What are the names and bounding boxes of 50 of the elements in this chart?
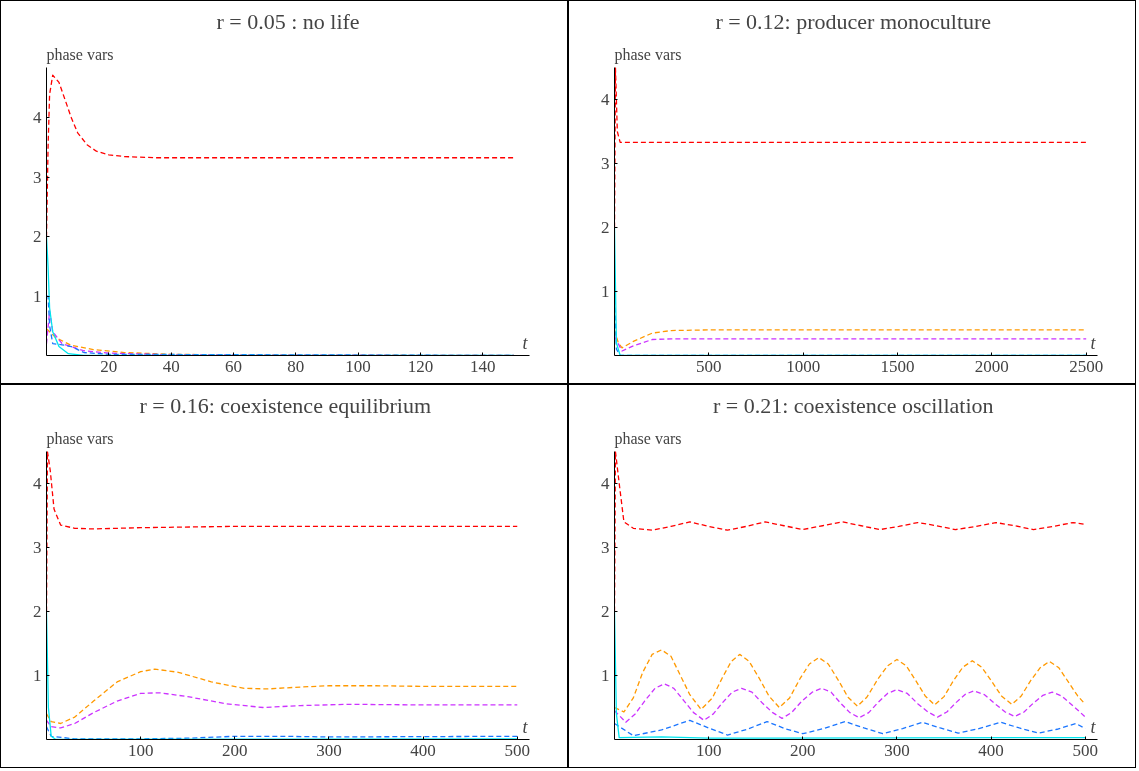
x-tick-label: 140	[470, 356, 496, 376]
x-tick-label: 1000	[786, 356, 821, 376]
x-axis-title: t	[522, 716, 529, 737]
y-tick-label: 2	[601, 218, 610, 237]
chart-title: r = 0.05 : no life	[216, 8, 360, 34]
y-axis-title: phase vars	[614, 45, 682, 64]
y-axis-title: phase vars	[46, 45, 114, 64]
x-tick-label: 100	[345, 356, 371, 376]
x-axis-title: t	[522, 332, 529, 353]
y-tick-label: 2	[33, 602, 42, 621]
y-tick-label: 1	[33, 286, 42, 306]
y-tick-label: 1	[33, 666, 42, 685]
x-axis-title: t	[1090, 332, 1097, 353]
x-tick-label: 2500	[1069, 356, 1104, 376]
x-tick-label: 40	[162, 356, 180, 376]
x-tick-label: 20	[100, 356, 118, 376]
x-tick-label: 120	[407, 356, 434, 376]
x-axis-title: t	[1090, 716, 1097, 737]
y-tick-label: 3	[601, 154, 610, 173]
x-tick-label: 200	[790, 740, 816, 760]
y-tick-label: 1	[601, 666, 610, 685]
chart-title: r = 0.21: coexistence oscillation	[712, 392, 994, 418]
y-tick-label: 3	[601, 538, 610, 557]
x-tick-label: 300	[316, 740, 342, 760]
x-tick-label: 2000	[974, 356, 1009, 376]
y-axis-title: phase vars	[46, 429, 114, 448]
x-tick-label: 1500	[880, 356, 915, 376]
x-tick-label: 400	[410, 740, 436, 760]
x-tick-label: 300	[884, 740, 910, 760]
chart-title: r = 0.12: producer monoculture	[715, 8, 992, 34]
x-tick-label: 200	[222, 740, 248, 760]
x-tick-label: 500	[504, 740, 531, 760]
y-tick-label: 1	[601, 282, 610, 301]
x-tick-label: 100	[695, 740, 722, 760]
y-tick-label: 4	[601, 90, 610, 109]
y-tick-label: 4	[33, 108, 42, 128]
y-tick-label: 3	[33, 167, 42, 187]
x-tick-label: 400	[978, 740, 1004, 760]
chart-title: r = 0.16: coexistence equilibrium	[139, 392, 432, 418]
y-tick-label: 2	[33, 227, 42, 247]
y-tick-label: 3	[33, 538, 42, 557]
x-tick-label: 80	[287, 356, 305, 376]
y-tick-label: 4	[601, 474, 610, 493]
y-tick-label: 4	[33, 474, 42, 493]
x-tick-label: 500	[1072, 740, 1099, 760]
y-tick-label: 2	[601, 602, 610, 621]
x-tick-label: 60	[224, 356, 242, 376]
x-tick-label: 100	[127, 740, 154, 760]
x-tick-label: 500	[696, 356, 722, 376]
y-axis-title: phase vars	[614, 429, 682, 448]
